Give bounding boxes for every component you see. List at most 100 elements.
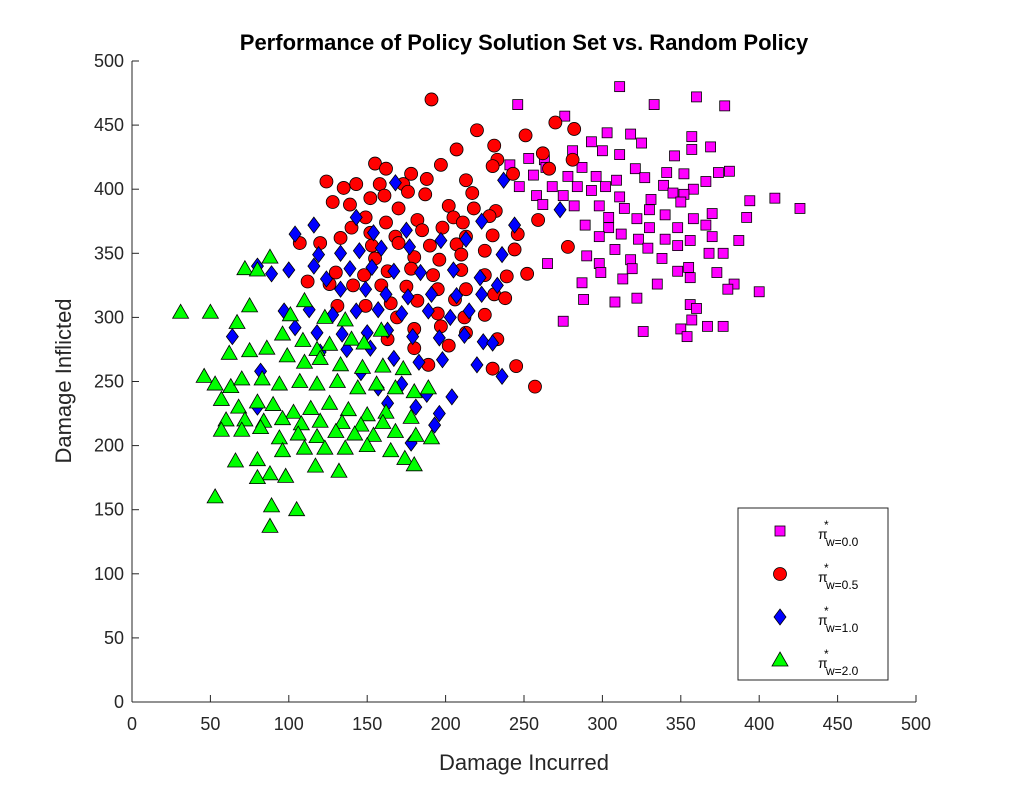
- data-point: [636, 137, 647, 149]
- data-point: [486, 334, 500, 352]
- data-point: [248, 450, 267, 467]
- data-point: [681, 331, 693, 343]
- data-point: [418, 187, 433, 202]
- data-point: [667, 187, 679, 199]
- data-point: [593, 231, 605, 243]
- data-point: [233, 421, 251, 437]
- x-axis: 0 50 100 150 200 250 300 350 400 450 500: [127, 695, 931, 734]
- data-point: [289, 425, 307, 441]
- y-tick-label: 0: [114, 692, 124, 712]
- data-point: [220, 344, 238, 360]
- data-point: [406, 327, 420, 346]
- data-point: [557, 190, 569, 202]
- y-tick-label: 300: [94, 307, 124, 327]
- data-point: [706, 231, 718, 243]
- data-point: [443, 308, 457, 327]
- data-point: [626, 263, 638, 275]
- y-tick-label: 450: [94, 115, 124, 135]
- data-point: [346, 278, 360, 293]
- data-point: [201, 303, 220, 319]
- data-point: [374, 239, 388, 257]
- data-point: [495, 245, 509, 264]
- x-tick-label: 50: [200, 714, 220, 734]
- data-point: [312, 245, 326, 264]
- data-point: [273, 441, 292, 458]
- data-point: [459, 230, 473, 248]
- y-tick-label: 350: [94, 243, 124, 263]
- data-point: [270, 375, 289, 391]
- data-point: [366, 224, 380, 242]
- data-point: [316, 439, 334, 455]
- data-point: [658, 179, 669, 191]
- data-point: [308, 375, 326, 391]
- data-point: [330, 462, 348, 478]
- data-point: [507, 242, 522, 257]
- data-point: [273, 325, 292, 341]
- data-point: [320, 394, 339, 410]
- x-tick-label: 0: [127, 714, 137, 734]
- data-point: [711, 267, 723, 278]
- data-point: [295, 291, 314, 308]
- data-point: [364, 426, 383, 442]
- data-point: [485, 361, 500, 376]
- data-point: [706, 208, 718, 219]
- data-point: [325, 195, 340, 209]
- data-point: [576, 162, 588, 173]
- data-point: [333, 231, 348, 245]
- data-point: [498, 291, 513, 306]
- data-point: [593, 200, 605, 212]
- data-point: [349, 379, 367, 395]
- data-point: [404, 166, 419, 181]
- data-point: [335, 325, 349, 343]
- data-point: [629, 163, 641, 175]
- data-point: [548, 115, 563, 130]
- data-point: [528, 379, 542, 394]
- data-point: [769, 192, 781, 204]
- data-point: [513, 181, 525, 193]
- plot-area: [171, 81, 806, 533]
- data-point: [343, 260, 357, 278]
- data-point: [379, 285, 393, 303]
- data-point: [561, 239, 575, 254]
- data-point: [546, 181, 558, 193]
- data-point: [625, 128, 637, 140]
- data-point: [229, 398, 248, 414]
- data-point: [614, 149, 626, 160]
- data-point: [336, 439, 354, 455]
- data-point: [236, 259, 254, 276]
- data-point: [686, 144, 698, 155]
- data-point: [294, 331, 312, 347]
- data-point: [316, 308, 334, 324]
- data-point: [342, 330, 361, 346]
- data-point: [432, 404, 446, 423]
- data-point: [236, 411, 254, 427]
- data-point: [455, 215, 470, 230]
- data-point: [307, 257, 321, 275]
- legend-entry: π* w=0.0: [774, 518, 859, 549]
- data-point: [407, 341, 422, 356]
- data-point: [278, 347, 296, 363]
- data-point: [553, 201, 567, 219]
- data-point: [466, 201, 481, 216]
- data-point: [195, 367, 213, 383]
- data-point: [702, 320, 713, 332]
- data-point: [377, 188, 392, 203]
- data-point: [401, 184, 415, 199]
- legend-label-sup: *: [824, 561, 829, 575]
- data-point: [687, 213, 699, 225]
- data-point: [531, 213, 546, 227]
- data-point: [399, 221, 413, 239]
- data-point: [287, 500, 306, 517]
- data-point: [228, 313, 246, 329]
- data-point: [401, 288, 415, 306]
- data-point: [477, 243, 492, 258]
- data-point: [253, 370, 271, 386]
- data-point: [372, 321, 391, 337]
- data-point: [499, 269, 514, 284]
- data-point: [225, 327, 239, 346]
- data-point: [557, 315, 569, 327]
- data-point: [394, 359, 412, 376]
- data-point: [542, 161, 556, 176]
- data-point: [258, 339, 276, 355]
- data-point: [372, 177, 387, 191]
